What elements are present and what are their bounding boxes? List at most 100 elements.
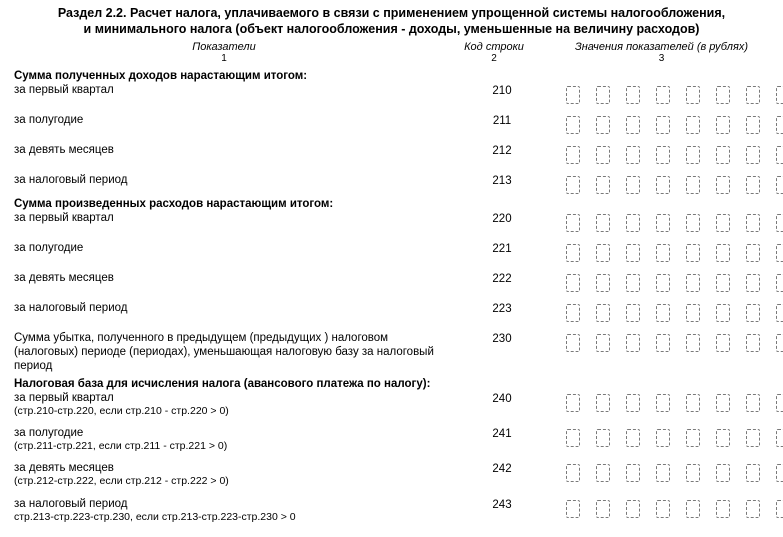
value-cell[interactable]	[596, 394, 610, 412]
value-cell[interactable]	[656, 334, 670, 352]
value-cell[interactable]	[596, 214, 610, 232]
value-cell[interactable]	[626, 214, 640, 232]
value-cell[interactable]	[596, 244, 610, 262]
value-cell[interactable]	[626, 500, 640, 518]
value-cell[interactable]	[566, 244, 580, 262]
value-cell[interactable]	[626, 116, 640, 134]
value-cell[interactable]	[686, 500, 700, 518]
value-cell[interactable]	[686, 146, 700, 164]
value-cell[interactable]	[746, 500, 760, 518]
value-cell[interactable]	[566, 214, 580, 232]
value-cell[interactable]	[686, 334, 700, 352]
value-cell[interactable]	[566, 334, 580, 352]
value-cell[interactable]	[686, 464, 700, 482]
value-cell[interactable]	[656, 500, 670, 518]
value-cell[interactable]	[566, 86, 580, 104]
value-cell[interactable]	[716, 304, 730, 322]
value-cell[interactable]	[626, 394, 640, 412]
value-cell[interactable]	[746, 274, 760, 292]
value-cell[interactable]	[716, 214, 730, 232]
value-cell[interactable]	[776, 214, 783, 232]
value-cell[interactable]	[716, 394, 730, 412]
value-cell[interactable]	[746, 86, 760, 104]
value-cell[interactable]	[566, 146, 580, 164]
value-cell[interactable]	[566, 176, 580, 194]
value-cell[interactable]	[716, 500, 730, 518]
value-cell[interactable]	[656, 429, 670, 447]
value-cell[interactable]	[776, 394, 783, 412]
value-cell[interactable]	[776, 429, 783, 447]
value-cell[interactable]	[776, 146, 783, 164]
value-cell[interactable]	[566, 116, 580, 134]
value-cell[interactable]	[776, 86, 783, 104]
value-cell[interactable]	[716, 464, 730, 482]
value-cell[interactable]	[746, 464, 760, 482]
value-cell[interactable]	[626, 334, 640, 352]
value-cell[interactable]	[686, 274, 700, 292]
value-cell[interactable]	[776, 304, 783, 322]
value-cell[interactable]	[656, 244, 670, 262]
value-cell[interactable]	[686, 116, 700, 134]
value-cell[interactable]	[566, 274, 580, 292]
value-cell[interactable]	[656, 176, 670, 194]
value-cell[interactable]	[596, 176, 610, 194]
value-cell[interactable]	[716, 146, 730, 164]
value-cell[interactable]	[656, 394, 670, 412]
value-cell[interactable]	[716, 429, 730, 447]
value-cell[interactable]	[626, 86, 640, 104]
value-cell[interactable]	[776, 334, 783, 352]
value-cell[interactable]	[776, 244, 783, 262]
value-cell[interactable]	[626, 429, 640, 447]
value-cell[interactable]	[596, 86, 610, 104]
value-cell[interactable]	[746, 394, 760, 412]
value-cell[interactable]	[686, 86, 700, 104]
value-cell[interactable]	[746, 244, 760, 262]
value-cell[interactable]	[746, 214, 760, 232]
value-cell[interactable]	[686, 429, 700, 447]
value-cell[interactable]	[746, 334, 760, 352]
value-cell[interactable]	[686, 244, 700, 262]
value-cell[interactable]	[626, 146, 640, 164]
value-cell[interactable]	[656, 146, 670, 164]
value-cell[interactable]	[656, 304, 670, 322]
value-cell[interactable]	[656, 116, 670, 134]
value-cell[interactable]	[716, 176, 730, 194]
value-cell[interactable]	[716, 86, 730, 104]
value-cell[interactable]	[626, 244, 640, 262]
value-cell[interactable]	[626, 464, 640, 482]
value-cell[interactable]	[746, 146, 760, 164]
value-cell[interactable]	[776, 274, 783, 292]
value-cell[interactable]	[656, 274, 670, 292]
value-cell[interactable]	[716, 244, 730, 262]
value-cell[interactable]	[566, 500, 580, 518]
value-cell[interactable]	[656, 214, 670, 232]
value-cell[interactable]	[596, 429, 610, 447]
value-cell[interactable]	[746, 304, 760, 322]
value-cell[interactable]	[656, 464, 670, 482]
value-cell[interactable]	[596, 274, 610, 292]
value-cell[interactable]	[626, 274, 640, 292]
value-cell[interactable]	[776, 176, 783, 194]
value-cell[interactable]	[596, 304, 610, 322]
value-cell[interactable]	[626, 304, 640, 322]
value-cell[interactable]	[596, 464, 610, 482]
value-cell[interactable]	[776, 500, 783, 518]
value-cell[interactable]	[716, 116, 730, 134]
value-cell[interactable]	[686, 304, 700, 322]
value-cell[interactable]	[596, 334, 610, 352]
value-cell[interactable]	[776, 464, 783, 482]
value-cell[interactable]	[746, 429, 760, 447]
value-cell[interactable]	[746, 116, 760, 134]
value-cell[interactable]	[596, 116, 610, 134]
value-cell[interactable]	[686, 214, 700, 232]
value-cell[interactable]	[566, 394, 580, 412]
value-cell[interactable]	[596, 500, 610, 518]
value-cell[interactable]	[716, 334, 730, 352]
value-cell[interactable]	[566, 429, 580, 447]
value-cell[interactable]	[746, 176, 760, 194]
value-cell[interactable]	[686, 176, 700, 194]
value-cell[interactable]	[656, 86, 670, 104]
value-cell[interactable]	[716, 274, 730, 292]
value-cell[interactable]	[566, 304, 580, 322]
value-cell[interactable]	[626, 176, 640, 194]
